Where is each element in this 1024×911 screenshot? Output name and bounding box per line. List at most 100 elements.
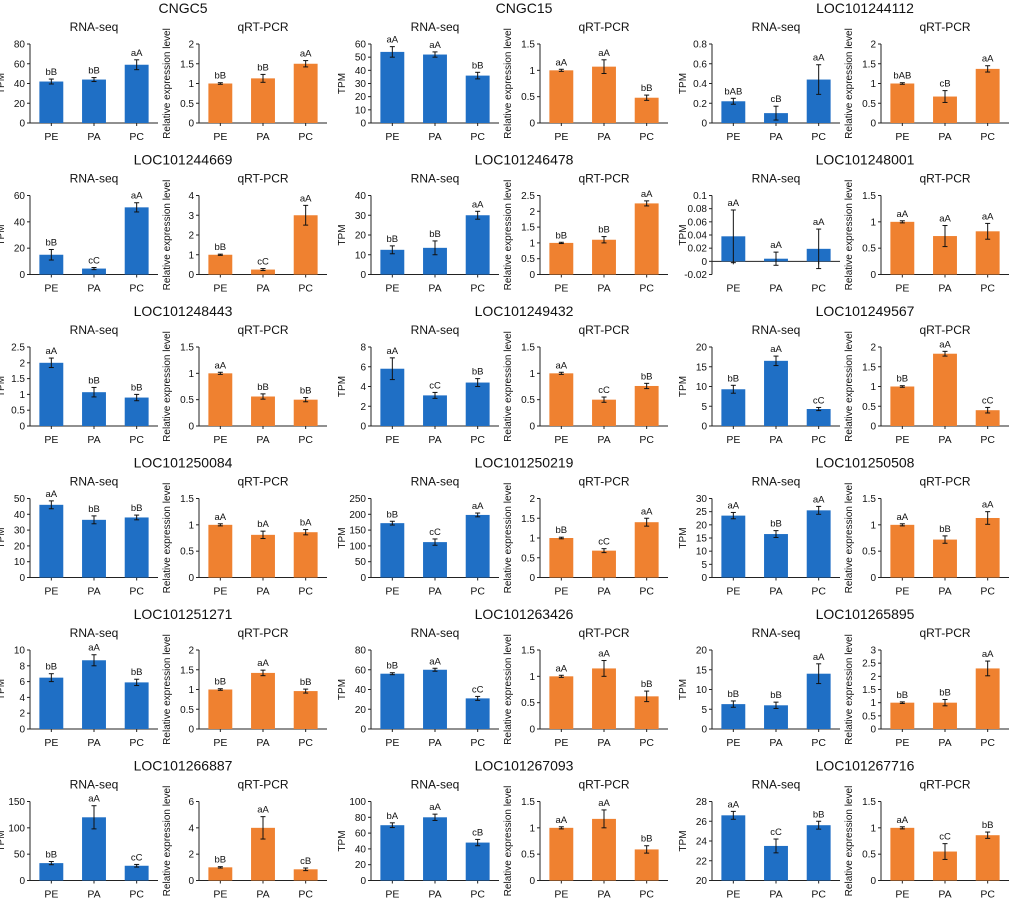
- significance-label: bB: [257, 62, 269, 73]
- significance-label: aA: [215, 512, 227, 523]
- bar: [592, 66, 616, 123]
- y-axis-label: Relative expression level: [503, 634, 514, 745]
- x-tick-label: PC: [811, 586, 826, 598]
- bar: [82, 660, 106, 729]
- y-axis-label: Relative expression level: [503, 483, 514, 594]
- y-tick-label: 0: [529, 725, 535, 736]
- bar: [39, 362, 64, 426]
- x-tick-label: PA: [597, 283, 610, 295]
- x-tick-label: PA: [938, 131, 951, 143]
- y-tick-label: 0.5: [862, 99, 876, 110]
- y-axis-label: TPM: [337, 224, 348, 245]
- significance-label: bB: [257, 382, 269, 393]
- bar: [423, 669, 447, 729]
- x-tick-label: PE: [44, 283, 58, 295]
- x-tick-label: PE: [895, 586, 909, 598]
- significance-label: aA: [472, 501, 484, 512]
- y-tick-label: 0: [360, 119, 366, 130]
- y-tick-label: 0: [188, 573, 194, 584]
- bar: [592, 239, 616, 275]
- y-tick-label: 60: [355, 829, 367, 840]
- y-tick-label: 1: [529, 823, 535, 834]
- y-tick-label: 4: [188, 191, 194, 202]
- y-tick-label: 100: [8, 823, 25, 834]
- y-tick-label: 1: [188, 79, 194, 90]
- panel-title: RNA-seq: [752, 475, 801, 489]
- significance-label: aA: [88, 643, 100, 654]
- bar: [82, 519, 106, 578]
- y-tick-label: 1.5: [180, 494, 194, 505]
- x-tick-label: PC: [298, 283, 313, 295]
- bar: [975, 231, 1000, 275]
- bar: [634, 696, 659, 729]
- y-tick-label: 200: [349, 510, 366, 521]
- significance-label: aA: [982, 211, 994, 222]
- significance-label: bB: [982, 820, 994, 831]
- y-tick-label: 4: [19, 693, 25, 704]
- bar: [549, 676, 574, 729]
- bar: [806, 79, 831, 123]
- y-tick-label: 0.4: [693, 79, 707, 90]
- significance-label: aA: [641, 189, 653, 200]
- significance-label: cC: [131, 852, 143, 863]
- bar: [890, 221, 915, 275]
- significance-label: bA: [300, 518, 312, 529]
- y-tick-label: 40: [355, 191, 367, 202]
- bar: [380, 825, 405, 881]
- y-axis-label: TPM: [0, 527, 7, 548]
- significance-label: bB: [641, 834, 653, 845]
- y-tick-label: 1: [529, 369, 535, 380]
- y-tick-label: 1: [188, 520, 194, 531]
- rna-seq-panel: RNA-seq TPM 0 10 20 30 40 50 60 aA PE aA PA bB PC: [337, 20, 499, 143]
- panel-title: RNA-seq: [752, 778, 801, 792]
- rna-seq-panel: RNA-seq TPM 0 20 40 60 80 bB PE aA PA cC PC: [337, 626, 499, 749]
- y-tick-label: 2: [870, 343, 876, 354]
- y-tick-label: 0: [188, 725, 194, 736]
- bar: [124, 682, 149, 729]
- significance-label: aA: [257, 658, 269, 669]
- y-tick-label: 1.5: [862, 191, 876, 202]
- y-tick-label: 250: [349, 494, 366, 505]
- gene-group: LOC101249567RNA-seqTPM05101520bBPEaAPAcC…: [678, 303, 1009, 446]
- y-tick-label: 0: [19, 422, 25, 433]
- panel-title: RNA-seq: [411, 172, 460, 186]
- x-tick-label: PC: [639, 586, 654, 598]
- significance-label: aA: [387, 346, 399, 357]
- significance-label: bB: [215, 71, 227, 82]
- significance-label: bB: [215, 677, 227, 688]
- x-tick-label: PA: [428, 131, 441, 143]
- significance-label: bB: [46, 662, 58, 673]
- significance-label: aA: [728, 500, 740, 511]
- significance-label: bB: [813, 809, 825, 820]
- rna-seq-panel: RNA-seq TPM 0 0.2 0.4 0.6 0.8 bAB PE cB PA aA PC: [678, 20, 840, 143]
- y-tick-label: 0: [529, 876, 535, 887]
- y-tick-label: 2: [529, 494, 535, 505]
- x-tick-label: PE: [554, 283, 568, 295]
- significance-label: bB: [556, 230, 568, 241]
- y-tick-label: 0: [360, 573, 366, 584]
- y-tick-label: 50: [355, 557, 367, 568]
- bar: [124, 64, 149, 123]
- y-tick-label: 1.5: [180, 59, 194, 70]
- x-tick-label: PE: [213, 737, 227, 749]
- panel-title: qRT-PCR: [578, 626, 629, 640]
- significance-label: aA: [88, 794, 100, 805]
- y-axis-label: Relative expression level: [162, 634, 173, 745]
- significance-label: bB: [472, 60, 484, 71]
- y-tick-label: 0: [19, 573, 25, 584]
- x-tick-label: PE: [213, 586, 227, 598]
- significance-label: aA: [598, 649, 610, 660]
- y-tick-label: 0: [360, 876, 366, 887]
- x-tick-label: PA: [428, 737, 441, 749]
- x-tick-label: PC: [811, 889, 826, 901]
- y-tick-label: 20: [696, 876, 708, 887]
- y-tick-label: 1: [870, 382, 876, 393]
- y-tick-label: 0: [870, 876, 876, 887]
- significance-label: bB: [641, 83, 653, 94]
- significance-label: aA: [728, 198, 740, 209]
- y-tick-label: 0.06: [688, 217, 708, 228]
- y-tick-label: 0.1: [693, 191, 707, 202]
- x-tick-label: PE: [44, 434, 58, 446]
- x-tick-label: PE: [213, 131, 227, 143]
